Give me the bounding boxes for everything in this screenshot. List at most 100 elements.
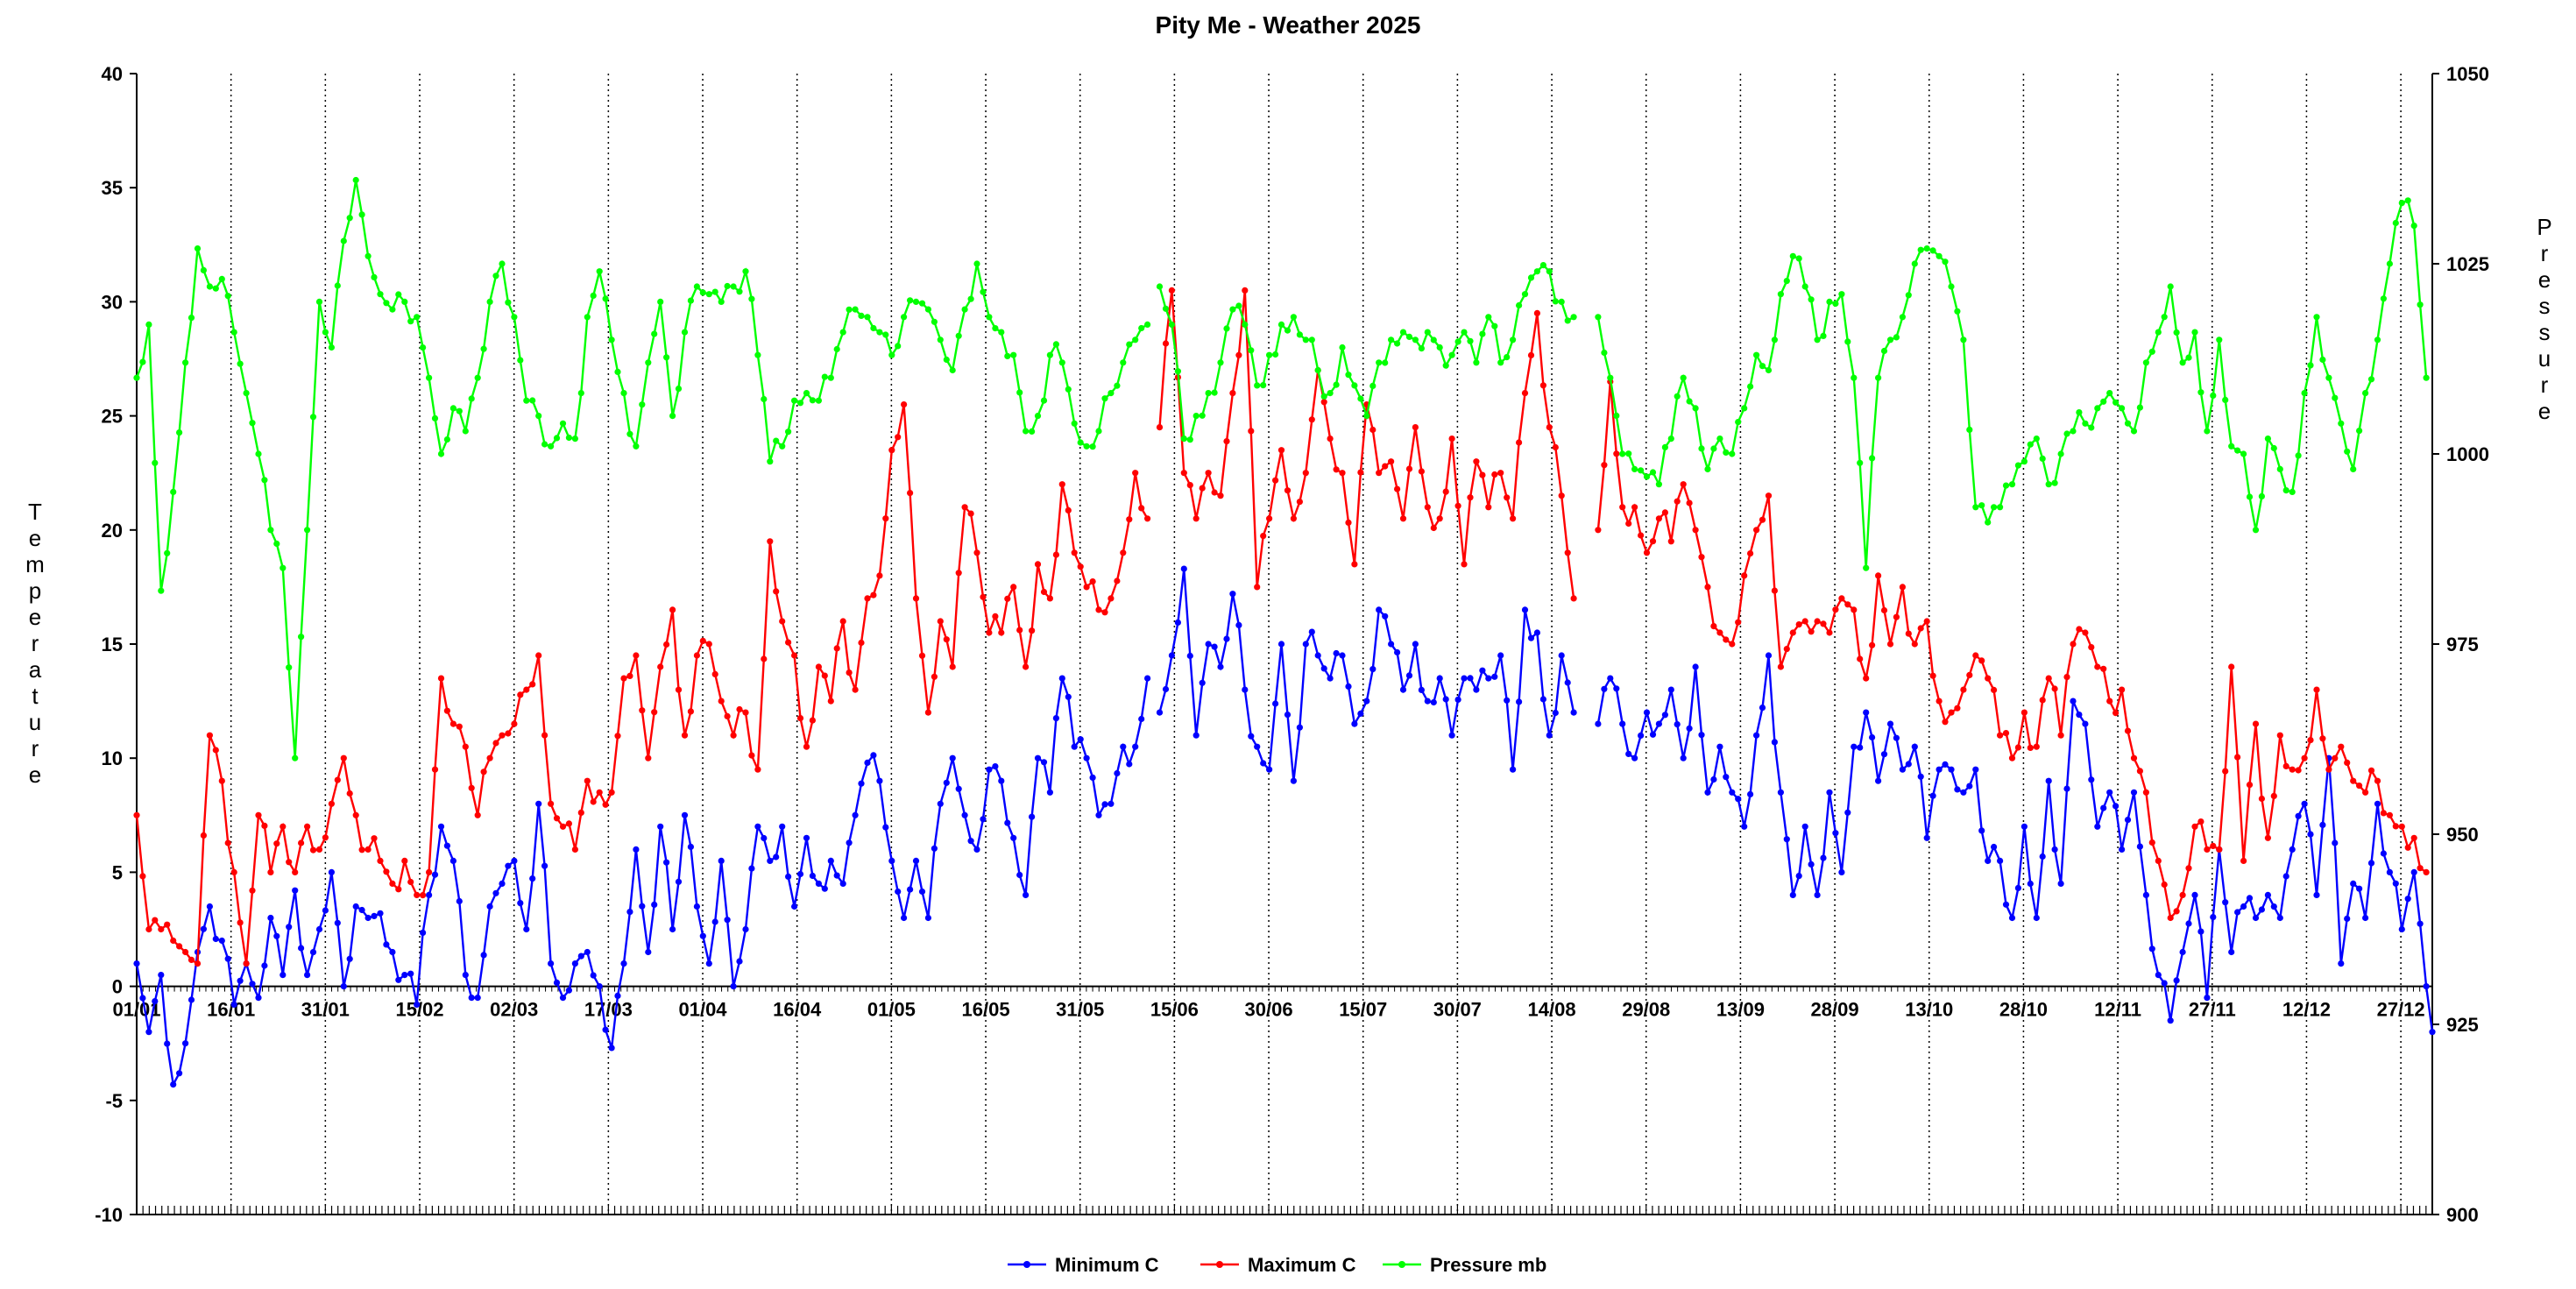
data-point — [1473, 458, 1480, 465]
data-point — [322, 329, 329, 336]
data-point — [785, 639, 792, 646]
data-point — [2039, 697, 2046, 704]
data-point — [1863, 709, 1870, 716]
data-point — [1886, 720, 1894, 727]
data-point — [1272, 700, 1279, 707]
data-point — [1741, 823, 1748, 830]
data-point — [2197, 928, 2204, 935]
data-point — [2410, 834, 2417, 841]
data-point — [1869, 733, 1876, 741]
data-point — [1023, 891, 1030, 898]
data-point — [1516, 301, 1523, 309]
data-point — [1266, 351, 1273, 358]
data-point — [2136, 843, 2143, 850]
data-point — [1960, 686, 1967, 693]
data-point — [2344, 759, 2351, 767]
data-point — [1296, 724, 1303, 731]
data-point — [2119, 686, 2126, 693]
data-point — [548, 960, 555, 967]
data-point — [298, 945, 305, 952]
data-point — [791, 652, 798, 659]
data-point — [1029, 627, 1036, 634]
data-point — [2222, 768, 2229, 775]
data-point — [1972, 766, 1979, 773]
data-point — [1497, 652, 1504, 659]
data-point — [1795, 621, 1802, 628]
data-point — [2252, 914, 2260, 922]
data-point — [1254, 584, 1261, 591]
data-point — [675, 686, 683, 693]
data-point — [912, 857, 920, 865]
data-point — [2008, 481, 2016, 488]
data-point — [358, 906, 365, 914]
data-point — [912, 595, 920, 602]
data-point — [1649, 538, 1657, 545]
data-point — [1607, 374, 1614, 381]
data-point — [1016, 627, 1023, 634]
data-point — [443, 707, 450, 714]
x-tick-label: 16/04 — [773, 999, 822, 1021]
data-point — [346, 215, 353, 222]
data-point — [486, 903, 493, 910]
data-point — [1168, 652, 1175, 659]
data-point — [1192, 732, 1200, 739]
legend-marker — [1023, 1261, 1030, 1268]
data-point — [2264, 834, 2271, 841]
data-point — [1613, 412, 1620, 419]
x-tick-label: 01/04 — [678, 999, 727, 1021]
data-point — [1467, 337, 1474, 344]
data-point — [2210, 392, 2217, 399]
data-point — [924, 306, 931, 313]
data-point — [809, 397, 817, 404]
data-point — [1405, 333, 1413, 340]
data-point — [1235, 621, 1242, 629]
data-point — [2191, 891, 2198, 898]
data-point — [602, 295, 609, 302]
data-point — [761, 834, 768, 842]
data-point — [407, 878, 414, 886]
data-point — [1948, 709, 1955, 716]
data-point — [1638, 467, 1645, 474]
data-point — [2106, 390, 2113, 397]
data-point — [1686, 398, 1693, 405]
data-point — [748, 752, 755, 759]
data-point — [1735, 619, 1742, 626]
data-point — [1954, 786, 1961, 793]
data-point — [973, 549, 980, 556]
data-point — [286, 859, 293, 866]
data-point — [152, 917, 159, 924]
data-point — [548, 443, 555, 450]
y-tick-label: 15 — [102, 634, 123, 655]
data-point — [2338, 960, 2345, 967]
data-point — [1783, 836, 1790, 843]
data-point — [924, 914, 931, 922]
data-point — [767, 538, 774, 545]
data-point — [1875, 777, 1882, 784]
data-point — [224, 839, 231, 846]
data-point — [2106, 789, 2113, 796]
data-point — [1649, 731, 1657, 738]
data-point — [907, 490, 914, 497]
data-point — [133, 811, 140, 818]
data-point — [1229, 306, 1236, 313]
data-point — [517, 357, 524, 364]
y-tick-label: 5 — [112, 861, 123, 883]
data-point — [1339, 470, 1346, 477]
data-point — [718, 698, 725, 705]
data-point — [645, 948, 652, 956]
data-point — [1120, 743, 1127, 750]
data-point — [796, 400, 804, 407]
data-point — [882, 515, 889, 522]
data-point — [633, 443, 640, 450]
data-point — [1345, 519, 1352, 527]
data-point — [1680, 481, 1687, 488]
data-point — [2392, 880, 2399, 887]
data-point — [761, 655, 768, 662]
data-point — [237, 919, 244, 926]
data-point — [2374, 777, 2381, 784]
data-point — [1277, 321, 1285, 328]
data-point — [1631, 754, 1638, 761]
data-point — [1290, 515, 1297, 522]
data-point — [1479, 667, 1486, 674]
